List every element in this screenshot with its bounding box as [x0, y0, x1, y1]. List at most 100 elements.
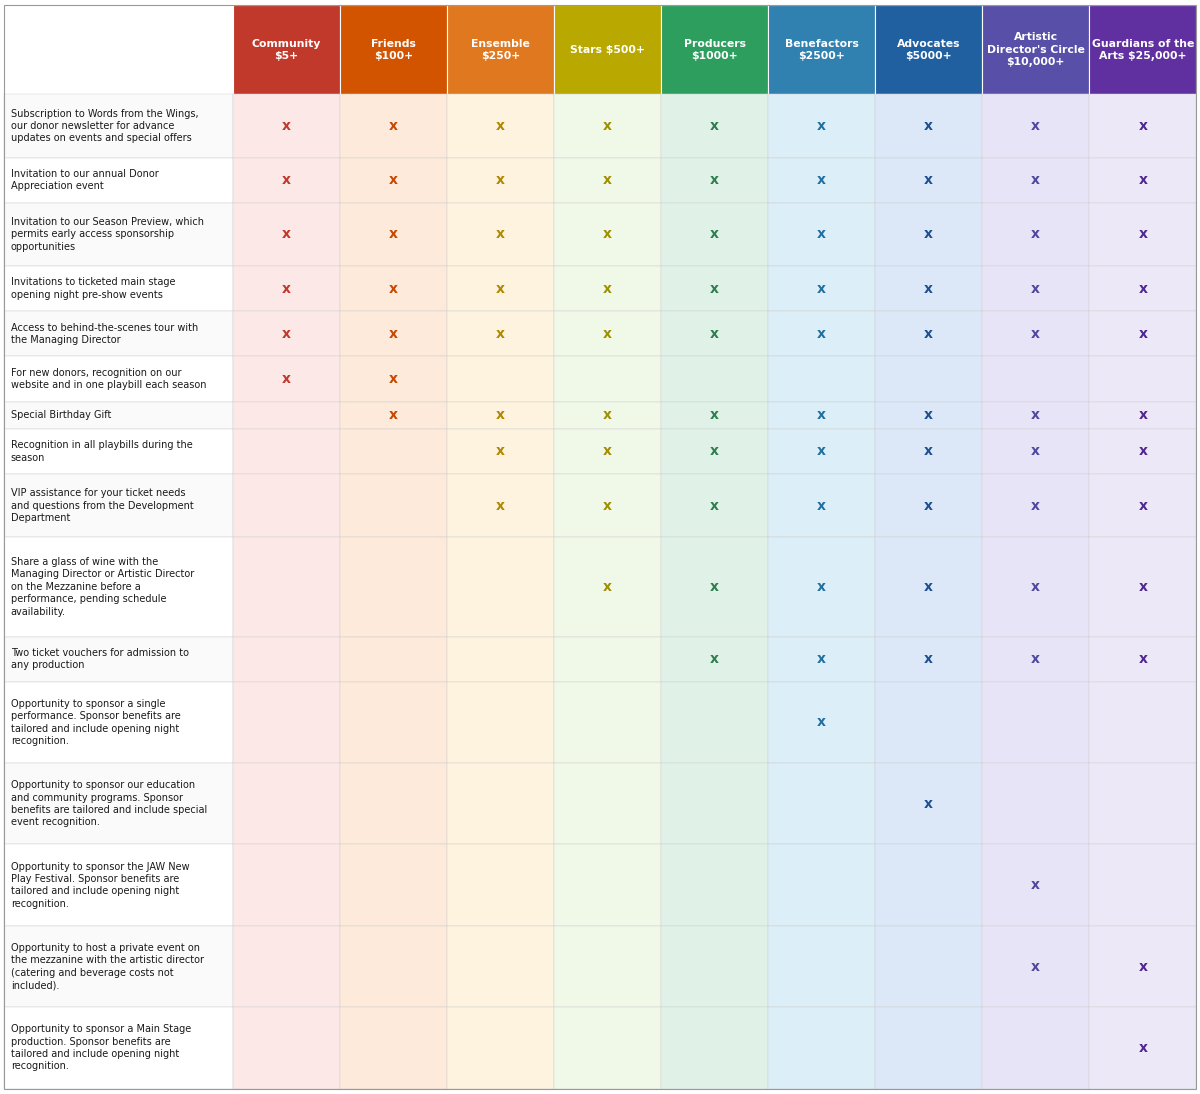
FancyBboxPatch shape — [983, 5, 1090, 94]
FancyBboxPatch shape — [4, 311, 233, 357]
Text: x: x — [602, 580, 612, 594]
Text: x: x — [924, 327, 934, 341]
FancyBboxPatch shape — [4, 637, 233, 682]
FancyBboxPatch shape — [661, 1008, 768, 1089]
FancyBboxPatch shape — [340, 202, 446, 266]
FancyBboxPatch shape — [446, 401, 554, 429]
FancyBboxPatch shape — [4, 401, 233, 429]
FancyBboxPatch shape — [768, 682, 875, 764]
Text: x: x — [496, 327, 505, 341]
FancyBboxPatch shape — [340, 764, 446, 845]
FancyBboxPatch shape — [983, 474, 1090, 537]
FancyBboxPatch shape — [983, 764, 1090, 845]
Text: x: x — [1031, 444, 1040, 458]
Text: x: x — [817, 444, 826, 458]
FancyBboxPatch shape — [233, 764, 340, 845]
Text: x: x — [496, 281, 505, 295]
FancyBboxPatch shape — [233, 401, 340, 429]
FancyBboxPatch shape — [768, 926, 875, 1008]
FancyBboxPatch shape — [340, 474, 446, 537]
FancyBboxPatch shape — [446, 537, 554, 637]
FancyBboxPatch shape — [1090, 158, 1196, 202]
Text: x: x — [282, 327, 290, 341]
Text: x: x — [1031, 959, 1040, 974]
Text: x: x — [1139, 580, 1147, 594]
FancyBboxPatch shape — [768, 845, 875, 926]
Text: Opportunity to sponsor the JAW New
Play Festival. Sponsor benefits are
tailored : Opportunity to sponsor the JAW New Play … — [11, 862, 190, 909]
FancyBboxPatch shape — [768, 202, 875, 266]
FancyBboxPatch shape — [983, 682, 1090, 764]
FancyBboxPatch shape — [233, 537, 340, 637]
FancyBboxPatch shape — [768, 429, 875, 474]
Text: x: x — [496, 173, 505, 187]
FancyBboxPatch shape — [233, 682, 340, 764]
Text: x: x — [389, 372, 397, 386]
FancyBboxPatch shape — [554, 474, 661, 537]
FancyBboxPatch shape — [661, 5, 768, 94]
FancyBboxPatch shape — [233, 266, 340, 311]
FancyBboxPatch shape — [446, 202, 554, 266]
FancyBboxPatch shape — [1090, 474, 1196, 537]
FancyBboxPatch shape — [661, 94, 768, 158]
FancyBboxPatch shape — [554, 537, 661, 637]
Text: x: x — [817, 228, 826, 242]
FancyBboxPatch shape — [4, 682, 233, 764]
Text: x: x — [710, 327, 719, 341]
Text: Artistic
Director's Circle
$10,000+: Artistic Director's Circle $10,000+ — [986, 33, 1085, 67]
Text: x: x — [1139, 1040, 1147, 1055]
FancyBboxPatch shape — [554, 94, 661, 158]
FancyBboxPatch shape — [446, 764, 554, 845]
FancyBboxPatch shape — [554, 158, 661, 202]
FancyBboxPatch shape — [4, 266, 233, 311]
FancyBboxPatch shape — [554, 357, 661, 401]
FancyBboxPatch shape — [983, 845, 1090, 926]
FancyBboxPatch shape — [875, 357, 983, 401]
FancyBboxPatch shape — [4, 158, 233, 202]
FancyBboxPatch shape — [1090, 429, 1196, 474]
FancyBboxPatch shape — [446, 637, 554, 682]
FancyBboxPatch shape — [554, 1008, 661, 1089]
Text: x: x — [1139, 652, 1147, 666]
Text: For new donors, recognition on our
website and in one playbill each season: For new donors, recognition on our websi… — [11, 368, 206, 391]
Text: x: x — [282, 119, 290, 132]
Text: x: x — [710, 173, 719, 187]
Text: x: x — [924, 499, 934, 512]
FancyBboxPatch shape — [340, 926, 446, 1008]
FancyBboxPatch shape — [4, 764, 233, 845]
Text: x: x — [496, 408, 505, 422]
FancyBboxPatch shape — [340, 637, 446, 682]
Text: x: x — [389, 281, 397, 295]
Text: x: x — [1031, 228, 1040, 242]
FancyBboxPatch shape — [768, 537, 875, 637]
Text: x: x — [282, 281, 290, 295]
Text: x: x — [1031, 580, 1040, 594]
Text: x: x — [602, 228, 612, 242]
FancyBboxPatch shape — [1090, 266, 1196, 311]
Text: x: x — [924, 173, 934, 187]
FancyBboxPatch shape — [661, 357, 768, 401]
FancyBboxPatch shape — [768, 357, 875, 401]
Text: x: x — [924, 580, 934, 594]
Text: x: x — [817, 327, 826, 341]
Text: x: x — [817, 408, 826, 422]
Text: x: x — [602, 119, 612, 132]
Text: x: x — [710, 228, 719, 242]
Text: Invitations to ticketed main stage
opening night pre-show events: Invitations to ticketed main stage openi… — [11, 278, 175, 300]
FancyBboxPatch shape — [875, 94, 983, 158]
FancyBboxPatch shape — [446, 926, 554, 1008]
FancyBboxPatch shape — [983, 158, 1090, 202]
Text: x: x — [602, 444, 612, 458]
Text: x: x — [1139, 959, 1147, 974]
FancyBboxPatch shape — [661, 311, 768, 357]
FancyBboxPatch shape — [768, 5, 875, 94]
Text: x: x — [817, 715, 826, 730]
Text: x: x — [924, 796, 934, 811]
Text: x: x — [389, 408, 397, 422]
Text: x: x — [817, 499, 826, 512]
FancyBboxPatch shape — [554, 845, 661, 926]
Text: Invitation to our annual Donor
Appreciation event: Invitation to our annual Donor Appreciat… — [11, 168, 158, 191]
FancyBboxPatch shape — [768, 401, 875, 429]
FancyBboxPatch shape — [983, 926, 1090, 1008]
Text: x: x — [389, 228, 397, 242]
Text: x: x — [1139, 408, 1147, 422]
